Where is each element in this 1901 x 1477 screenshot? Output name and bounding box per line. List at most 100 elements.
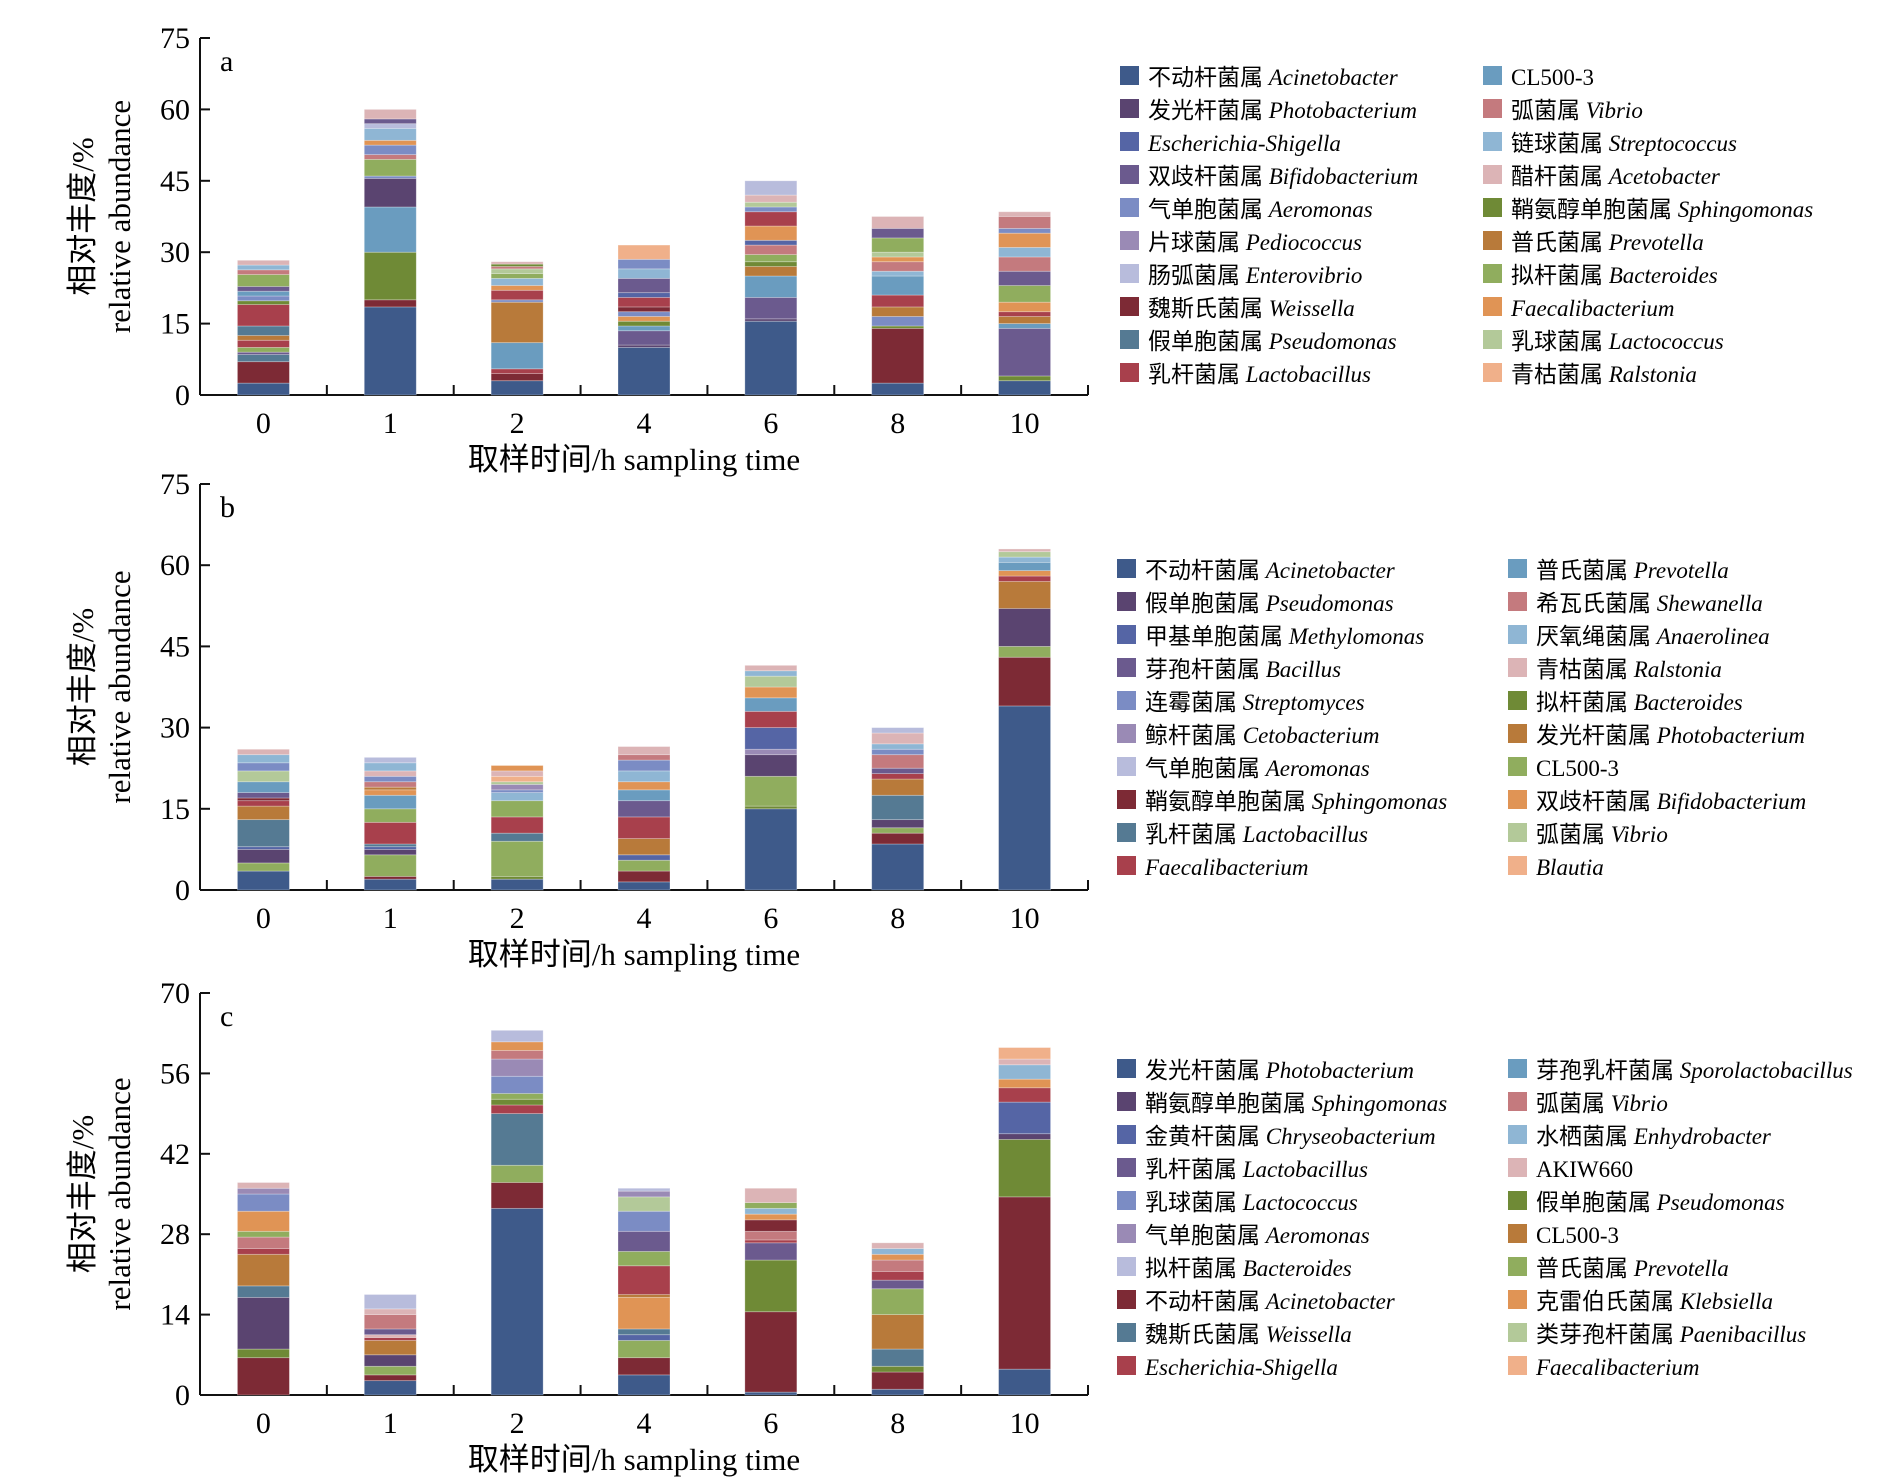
- bar-segment: [871, 327, 925, 384]
- y-tick-label: 28: [160, 1218, 190, 1251]
- legend-swatch: [1117, 559, 1136, 578]
- bar-segment: [871, 237, 925, 253]
- bar-segment: [237, 269, 290, 275]
- bar-stack-2h: [490, 1029, 544, 1396]
- legend-entry: 鞘氨醇单胞菌属 Sphingomonas: [1145, 1091, 1447, 1116]
- bar-segment: [744, 244, 798, 255]
- y-tick-label: 75: [160, 468, 190, 501]
- legend-entry: 拟杆菌属 Bacteroides: [1536, 690, 1743, 715]
- bar-stack-6h: [744, 664, 798, 891]
- bar-segment: [744, 320, 798, 396]
- x-axis-title: 取样时间/h sampling time: [468, 937, 800, 972]
- legend-swatch: [1117, 625, 1136, 644]
- bar-segment: [998, 232, 1051, 248]
- x-tick-label: 1: [383, 1407, 398, 1440]
- legend-swatch: [1483, 297, 1502, 316]
- bar-segment: [363, 123, 417, 129]
- bar-segment: [363, 118, 417, 125]
- legend-swatch: [1483, 99, 1502, 118]
- bar-segment: [998, 380, 1051, 396]
- legend-swatch: [1117, 823, 1136, 842]
- legend-entry: 鲸杆菌属 Cetobacterium: [1145, 723, 1379, 748]
- bar-segment: [998, 301, 1051, 313]
- bar-segment: [998, 1047, 1051, 1060]
- legend-entry: Blautia: [1536, 855, 1604, 880]
- bar-segment: [490, 1104, 544, 1115]
- bar-segment: [744, 275, 798, 298]
- bar-segment: [363, 770, 417, 777]
- bar-segment: [998, 575, 1051, 582]
- bar-stack-8h: [871, 216, 925, 396]
- bar-segment: [237, 819, 290, 848]
- legend-swatch: [1508, 1059, 1527, 1078]
- bar-segment: [744, 710, 798, 728]
- bar-segment: [998, 1064, 1051, 1080]
- legend-swatch: [1117, 691, 1136, 710]
- legend-entry: 类芽孢杆菌属 Paenibacillus: [1536, 1322, 1806, 1347]
- legend-swatch: [1508, 724, 1527, 743]
- bar-segment: [871, 827, 925, 834]
- bar-segment: [363, 144, 417, 156]
- legend-swatch: [1117, 856, 1136, 875]
- bar-segment: [744, 1259, 798, 1313]
- bar-segment: [363, 1328, 417, 1336]
- legend-swatch: [1508, 856, 1527, 875]
- bar-segment: [998, 311, 1051, 317]
- legend-swatch: [1117, 724, 1136, 743]
- bar-segment: [237, 274, 290, 287]
- legend-entry: 拟杆菌属 Bacteroides: [1511, 263, 1718, 288]
- bar-segment: [237, 846, 290, 850]
- bar-segment: [871, 1365, 925, 1373]
- bar-segment: [998, 216, 1051, 229]
- chart-panel-c: 0 14 28 42 56 70 0 1 2 4 6 8 10 c 取样时间/h sampling time…: [65, 977, 1853, 1477]
- bar-segment: [871, 1271, 925, 1281]
- legend-swatch: [1483, 231, 1502, 250]
- legend-swatch: [1117, 1158, 1136, 1177]
- bar-segment: [871, 270, 925, 277]
- legend-entry: 假单胞菌属 Pseudomonas: [1536, 1190, 1785, 1215]
- legend-entry: 不动杆菌属 Acinetobacter: [1145, 1289, 1396, 1314]
- bar-segment: [998, 227, 1051, 234]
- bar-segment: [237, 1236, 290, 1249]
- bar-segment: [744, 1213, 798, 1221]
- legend-swatch: [1483, 363, 1502, 382]
- bar-stack-1h: [363, 1294, 417, 1396]
- bar-segment: [617, 320, 671, 327]
- y-tick-label: 42: [160, 1138, 190, 1171]
- bar-segment: [998, 562, 1051, 572]
- bar-segment: [998, 1101, 1051, 1135]
- legend-entry: 肠弧菌属 Enterovibrio: [1148, 263, 1362, 288]
- bar-segment: [617, 1230, 671, 1252]
- y-tick-label: 45: [160, 630, 190, 663]
- bar-segment: [998, 1139, 1051, 1198]
- bar-segment: [237, 754, 290, 764]
- bar-segment: [617, 746, 671, 756]
- bar-segment: [617, 1296, 671, 1330]
- bar-segment: [744, 727, 798, 750]
- bar-segment: [490, 1029, 544, 1043]
- bar-segment: [237, 800, 290, 807]
- bar-segment: [363, 794, 417, 810]
- y-tick-label: 0: [175, 1379, 190, 1412]
- legend-entry: 假单胞菌属 Pseudomonas: [1145, 591, 1394, 616]
- legend-swatch: [1508, 691, 1527, 710]
- bar-segment: [490, 1050, 544, 1060]
- bar-segment: [744, 254, 798, 263]
- bar-segment: [744, 194, 798, 203]
- y-tick-label: 15: [160, 308, 190, 341]
- bar-segment: [237, 870, 290, 891]
- bar-segment: [363, 808, 417, 823]
- bar-segment: [617, 292, 671, 298]
- bar-segment: [617, 1328, 671, 1336]
- bar-segment: [744, 675, 798, 688]
- bar-segment: [998, 323, 1051, 329]
- legend-entry: 青枯菌属 Ralstonia: [1536, 657, 1722, 682]
- legend-entry: 气单胞菌属 Aeromonas: [1145, 1223, 1370, 1248]
- bar-segment: [744, 1219, 798, 1232]
- legend-entry: 片球菌属 Pediococcus: [1148, 230, 1362, 255]
- panel-letter: a: [220, 45, 233, 78]
- legend-entry: 弧菌属 Vibrio: [1536, 822, 1668, 847]
- legend-entry: CL500-3: [1536, 756, 1619, 781]
- legend-c: 发光杆菌属 Photobacterium 鞘氨醇单胞菌属 Sphingomonas…: [1117, 1058, 1853, 1380]
